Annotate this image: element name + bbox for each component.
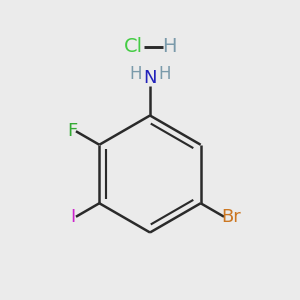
Text: H: H	[129, 65, 142, 83]
Text: I: I	[70, 208, 76, 226]
Text: Br: Br	[221, 208, 241, 226]
Text: H: H	[158, 65, 171, 83]
Text: N: N	[143, 69, 157, 87]
Text: F: F	[67, 122, 77, 140]
Text: H: H	[162, 37, 177, 56]
Text: Cl: Cl	[124, 37, 143, 56]
